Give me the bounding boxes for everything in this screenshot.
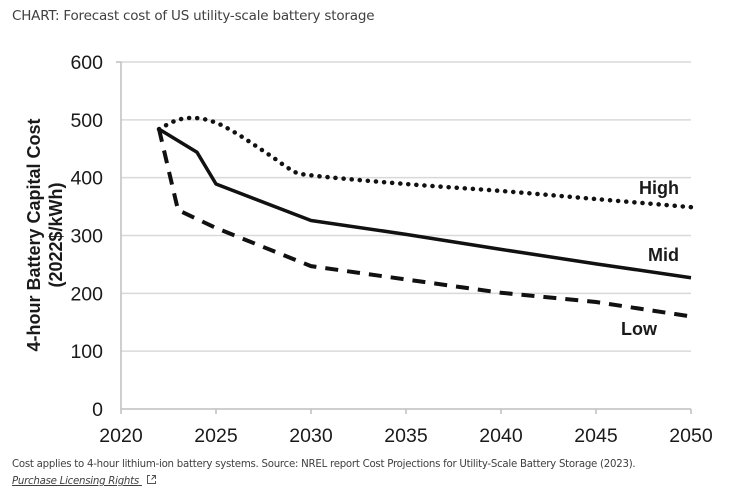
external-link-icon [146, 474, 157, 488]
y-tick-label: 0 [92, 399, 103, 421]
y-tick-label: 400 [70, 168, 103, 190]
series-label-mid: Mid [648, 245, 679, 265]
y-axis-title: 4-hour Battery Capital Cost [24, 118, 44, 351]
y-tick-label: 200 [70, 283, 103, 305]
chart-caption: Cost applies to 4-hour lithium-ion batte… [12, 459, 636, 470]
chart-title: CHART: Forecast cost of US utility-scale… [12, 8, 375, 24]
gridlines [121, 61, 691, 352]
x-axis-ticks: 2020 2025 2030 2035 2040 2045 2050 [99, 409, 713, 447]
line-chart: 0 100 200 300 400 500 600 2020 2025 2030 2035 2040… [24, 52, 713, 447]
y-tick-label: 500 [70, 110, 103, 132]
y-tick-label: 600 [70, 52, 103, 74]
series-line-high [156, 115, 694, 210]
purchase-licensing-link[interactable]: Purchase Licensing Rights [12, 474, 157, 488]
series-label-low: Low [621, 319, 658, 339]
license-link-text: Purchase Licensing Rights [12, 476, 139, 487]
x-tick-label: 2045 [574, 425, 618, 447]
y-axis-title-group: 4-hour Battery Capital Cost (2022$/kWh) [24, 118, 66, 351]
series-labels: High Mid Low [621, 178, 679, 339]
y-tick-label: 300 [70, 226, 103, 248]
x-tick-label: 2020 [99, 425, 143, 447]
x-tick-label: 2050 [669, 425, 713, 447]
x-tick-label: 2030 [289, 425, 333, 447]
x-tick-label: 2035 [384, 425, 428, 447]
series-line-mid [158, 127, 692, 280]
y-axis-ticks: 0 100 200 300 400 500 600 [70, 52, 103, 421]
series-line-low [157, 128, 692, 319]
x-tick-label: 2025 [194, 425, 238, 447]
x-tick-label: 2040 [479, 425, 523, 447]
y-tick-label: 100 [70, 341, 103, 363]
series-label-high: High [639, 178, 679, 198]
y-axis-subtitle: (2022$/kWh) [46, 182, 66, 287]
series-lines [156, 115, 694, 319]
